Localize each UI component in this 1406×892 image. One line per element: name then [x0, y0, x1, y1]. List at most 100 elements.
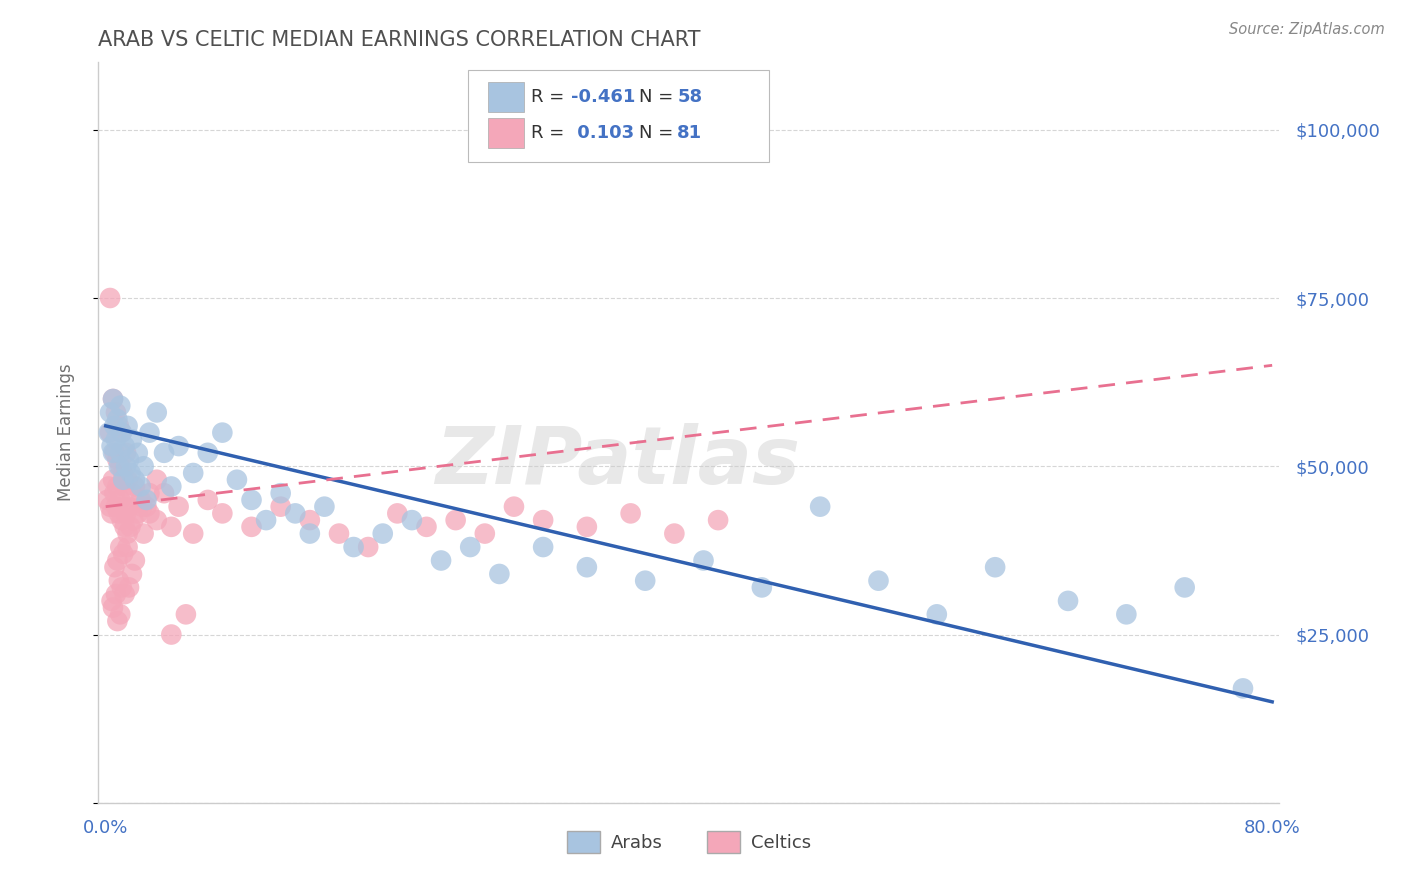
Point	[135, 500, 157, 514]
Point	[117, 526, 139, 541]
Point	[138, 425, 160, 440]
Point	[160, 520, 183, 534]
Point	[114, 439, 136, 453]
Point	[145, 513, 167, 527]
Point	[98, 291, 121, 305]
Text: R =: R =	[530, 88, 569, 106]
Point	[328, 526, 350, 541]
FancyBboxPatch shape	[488, 118, 523, 147]
Point	[430, 553, 453, 567]
Point	[868, 574, 890, 588]
Point	[531, 540, 554, 554]
Point	[117, 473, 139, 487]
Point	[284, 507, 307, 521]
Point	[101, 600, 124, 615]
Point	[121, 566, 143, 581]
Point	[808, 500, 831, 514]
Point	[575, 520, 598, 534]
Point	[110, 399, 132, 413]
Point	[98, 405, 121, 419]
Point	[97, 425, 120, 440]
Point	[298, 513, 321, 527]
Y-axis label: Median Earnings: Median Earnings	[56, 364, 75, 501]
Point	[118, 452, 141, 467]
Point	[503, 500, 526, 514]
Text: -0.461: -0.461	[571, 88, 636, 106]
Point	[226, 473, 249, 487]
Point	[115, 459, 138, 474]
Point	[174, 607, 197, 622]
Point	[131, 500, 153, 514]
Point	[100, 594, 122, 608]
Text: Source: ZipAtlas.com: Source: ZipAtlas.com	[1229, 22, 1385, 37]
Point	[122, 513, 145, 527]
Point	[342, 540, 364, 554]
Point	[105, 412, 128, 426]
Point	[111, 513, 134, 527]
Point	[124, 479, 146, 493]
Point	[100, 507, 122, 521]
Point	[664, 526, 686, 541]
Point	[181, 466, 204, 480]
Point	[167, 439, 190, 453]
Point	[114, 587, 136, 601]
Point	[387, 507, 409, 521]
Point	[132, 459, 155, 474]
Point	[707, 513, 730, 527]
Point	[104, 433, 127, 447]
Point	[110, 459, 132, 474]
Point	[121, 486, 143, 500]
Point	[1057, 594, 1080, 608]
Point	[254, 513, 277, 527]
Point	[101, 392, 124, 406]
Point	[197, 492, 219, 507]
Point	[270, 500, 292, 514]
Point	[531, 513, 554, 527]
Point	[240, 520, 263, 534]
Text: ARAB VS CELTIC MEDIAN EARNINGS CORRELATION CHART: ARAB VS CELTIC MEDIAN EARNINGS CORRELATI…	[98, 29, 702, 50]
Text: ZIPatlas: ZIPatlas	[436, 423, 800, 501]
Point	[270, 486, 292, 500]
Point	[115, 507, 138, 521]
Point	[105, 479, 128, 493]
Point	[474, 526, 496, 541]
Point	[105, 452, 128, 467]
Point	[127, 446, 149, 460]
Text: R =: R =	[530, 124, 569, 142]
Point	[105, 614, 128, 628]
Point	[371, 526, 394, 541]
Point	[153, 486, 176, 500]
Point	[110, 607, 132, 622]
Point	[120, 520, 142, 534]
Point	[488, 566, 510, 581]
Point	[111, 581, 134, 595]
Point	[103, 446, 125, 460]
Point	[98, 425, 121, 440]
Point	[160, 627, 183, 641]
Point	[110, 446, 132, 460]
Point	[124, 473, 146, 487]
Point	[96, 492, 118, 507]
Point	[111, 425, 134, 440]
Point	[314, 500, 336, 514]
Point	[112, 473, 135, 487]
Point	[129, 492, 152, 507]
Point	[112, 500, 135, 514]
Point	[101, 392, 124, 406]
Text: 0.103: 0.103	[571, 124, 634, 142]
FancyBboxPatch shape	[468, 70, 769, 162]
Point	[103, 486, 125, 500]
Point	[110, 540, 132, 554]
Point	[401, 513, 423, 527]
Point	[145, 405, 167, 419]
Point	[124, 553, 146, 567]
Point	[110, 492, 132, 507]
Text: N =: N =	[640, 124, 679, 142]
Point	[111, 425, 134, 440]
Point	[444, 513, 467, 527]
Point	[108, 418, 131, 433]
Point	[211, 507, 233, 521]
Point	[108, 459, 131, 474]
Point	[114, 479, 136, 493]
Point	[97, 479, 120, 493]
